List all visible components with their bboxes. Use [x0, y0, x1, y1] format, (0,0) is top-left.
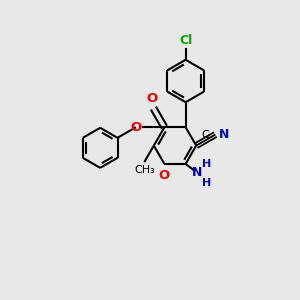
- Text: H: H: [202, 159, 212, 169]
- Text: H: H: [202, 178, 212, 188]
- Text: N: N: [219, 128, 229, 141]
- Text: O: O: [146, 92, 158, 105]
- Text: CH₃: CH₃: [134, 164, 154, 175]
- Text: C: C: [201, 130, 209, 140]
- Text: O: O: [130, 121, 142, 134]
- Text: O: O: [159, 169, 170, 182]
- Text: N: N: [192, 166, 202, 179]
- Text: Cl: Cl: [179, 34, 192, 47]
